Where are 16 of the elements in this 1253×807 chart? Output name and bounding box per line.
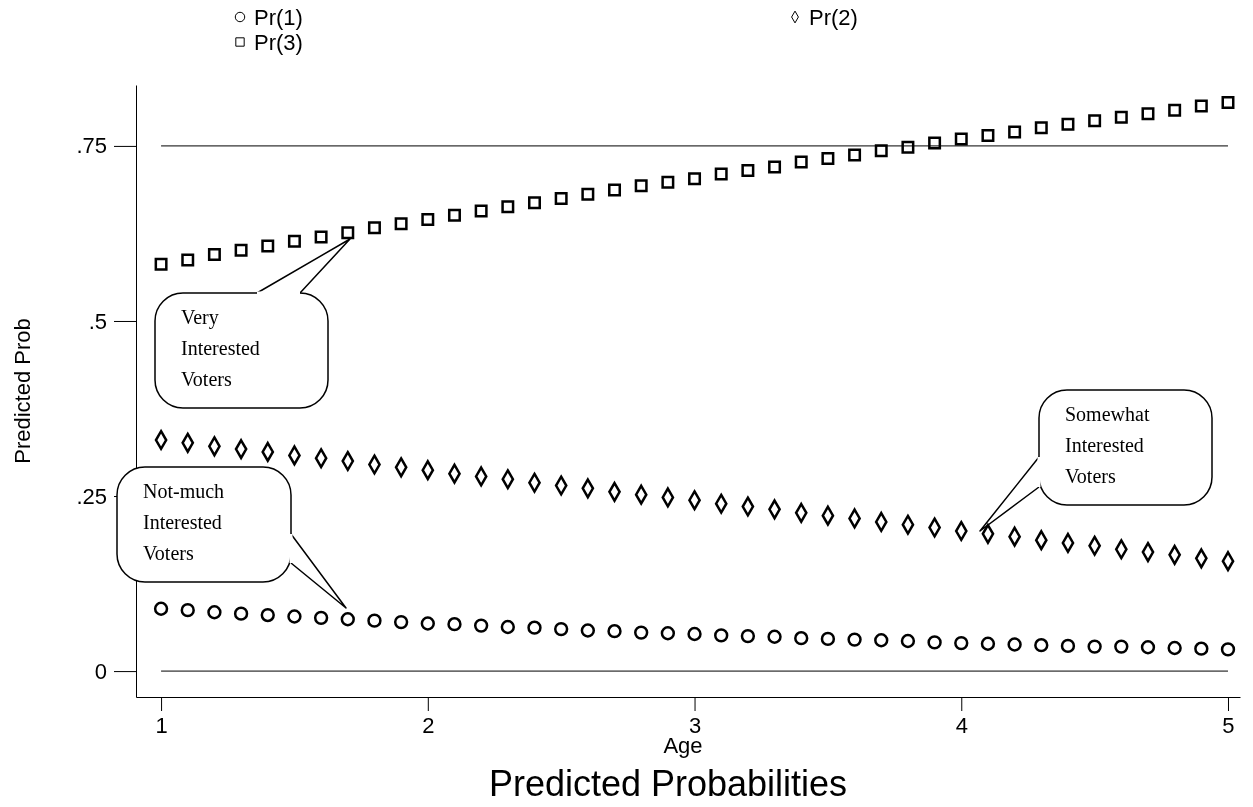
legend-label: Pr(2): [809, 5, 858, 30]
y-tick-label: 0: [94, 658, 107, 684]
text: Predicted Probabilities: [488, 763, 848, 804]
x-tick-label: 2: [422, 712, 435, 738]
annotation: Very Interested Voters: [181, 306, 260, 390]
x-tick-label: 4: [955, 712, 968, 738]
y-tick-label: .25: [76, 483, 107, 509]
annotation: Somewhat Interested Voters: [1065, 403, 1150, 487]
y-axis-title: Predicted Prob: [10, 318, 35, 464]
x-tick-label: 1: [155, 712, 168, 738]
legend-label: Pr(1): [254, 5, 303, 30]
x-tick-label: 5: [1222, 712, 1235, 738]
y-tick-label: .75: [76, 133, 107, 159]
annotation: Not-much Interested Voters: [143, 480, 225, 564]
y-tick-label: .5: [88, 308, 107, 334]
legend-label: Pr(3): [254, 30, 303, 55]
